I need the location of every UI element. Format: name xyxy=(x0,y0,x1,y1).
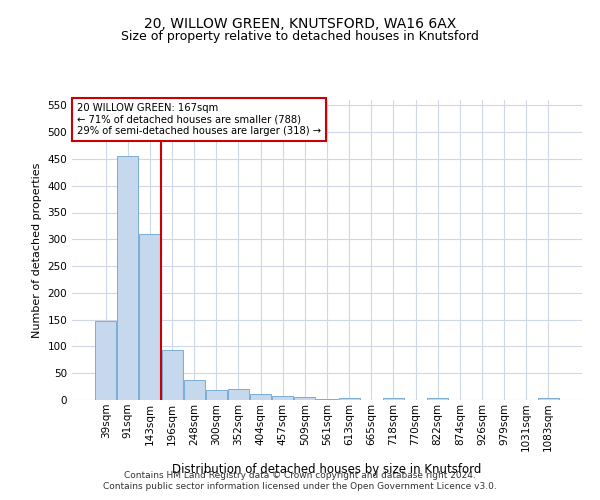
Bar xyxy=(250,394,271,400)
Bar xyxy=(383,398,404,400)
Bar xyxy=(184,380,205,400)
Bar xyxy=(206,390,227,400)
Bar xyxy=(427,398,448,400)
X-axis label: Distribution of detached houses by size in Knutsford: Distribution of detached houses by size … xyxy=(172,462,482,475)
Bar xyxy=(295,398,316,400)
Text: 20, WILLOW GREEN, KNUTSFORD, WA16 6AX: 20, WILLOW GREEN, KNUTSFORD, WA16 6AX xyxy=(144,18,456,32)
Bar xyxy=(118,156,139,400)
Bar xyxy=(538,398,559,400)
Text: 20 WILLOW GREEN: 167sqm
← 71% of detached houses are smaller (788)
29% of semi-d: 20 WILLOW GREEN: 167sqm ← 71% of detache… xyxy=(77,103,321,136)
Y-axis label: Number of detached properties: Number of detached properties xyxy=(32,162,42,338)
Bar xyxy=(161,350,182,400)
Bar xyxy=(272,396,293,400)
Bar xyxy=(95,320,116,400)
Text: Contains public sector information licensed under the Open Government Licence v3: Contains public sector information licen… xyxy=(103,482,497,491)
Text: Size of property relative to detached houses in Knutsford: Size of property relative to detached ho… xyxy=(121,30,479,43)
Bar xyxy=(228,390,249,400)
Bar xyxy=(139,234,160,400)
Bar xyxy=(338,398,359,400)
Text: Contains HM Land Registry data © Crown copyright and database right 2024.: Contains HM Land Registry data © Crown c… xyxy=(124,471,476,480)
